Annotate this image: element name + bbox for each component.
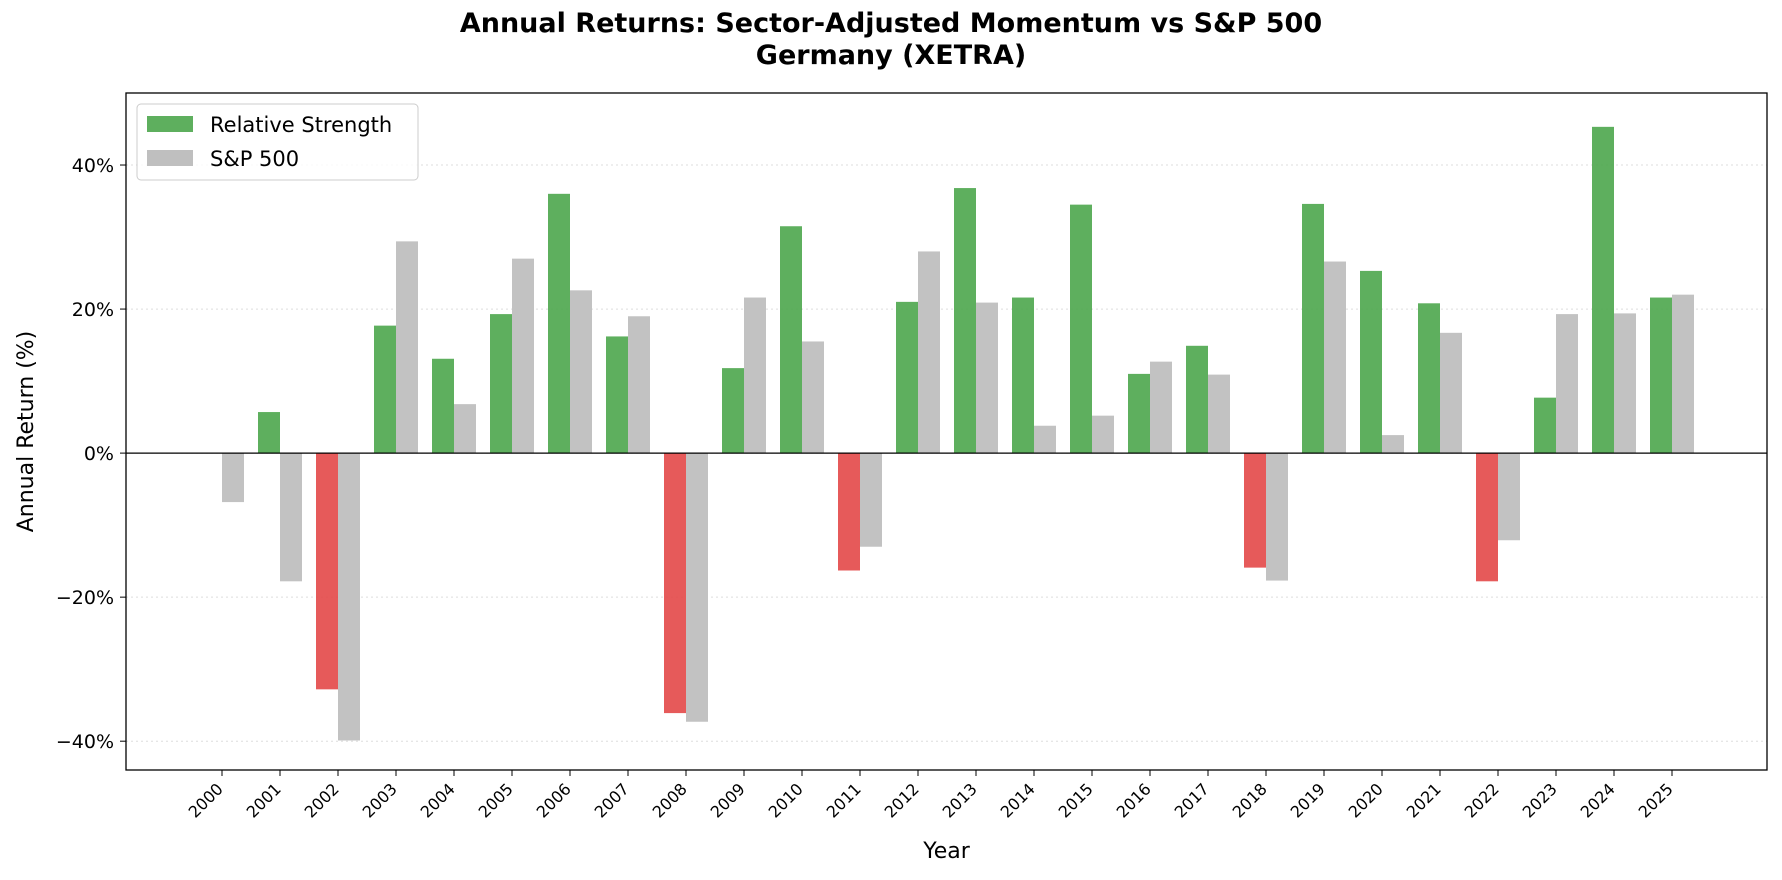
bar-relative-strength [1418,303,1440,454]
x-tick-label: 2018 [1229,779,1271,821]
bar-relative-strength [432,358,454,454]
x-tick-label: 2012 [881,779,923,821]
bar-sp500 [1498,453,1520,541]
bar-sp500 [1672,294,1694,454]
bar-sp500 [280,453,302,582]
x-tick-label: 2017 [1171,779,1213,821]
x-tick-label: 2020 [1345,779,1387,821]
bar-sp500 [1034,425,1056,454]
bar-relative-strength [1360,270,1382,454]
bar-sp500 [918,251,940,454]
bar-sp500 [1440,332,1462,454]
chart-title: Annual Returns: Sector-Adjusted Momentum… [459,8,1323,39]
bar-sp500 [1382,435,1404,454]
y-tick-label: 40% [72,155,114,177]
bar-sp500 [1324,261,1346,454]
y-tick-label: −20% [56,587,114,609]
bar-relative-strength [722,368,744,454]
bar-relative-strength [1302,203,1324,454]
x-tick-label: 2024 [1577,779,1619,821]
legend-swatch-relative-strength [147,116,193,132]
bar-sp500 [1208,374,1230,454]
x-tick-label: 2014 [997,779,1039,821]
x-tick-label: 2016 [1113,779,1155,821]
x-tick-label: 2022 [1461,779,1503,821]
bar-relative-strength [258,412,280,454]
bar-relative-strength [490,314,512,454]
x-tick-label: 2004 [417,779,459,821]
legend-swatch-sp500 [147,150,193,166]
bar-sp500 [338,453,360,741]
bar-sp500 [512,258,534,454]
bar-sp500 [628,316,650,454]
bar-relative-strength [316,453,338,690]
bar-relative-strength [664,453,686,714]
bar-relative-strength [896,301,918,454]
bar-relative-strength [954,188,976,454]
bar-relative-strength [548,193,570,454]
legend-label-sp500: S&P 500 [210,147,299,171]
bar-sp500 [570,290,592,454]
bar-relative-strength [606,336,628,454]
bar-sp500 [1556,314,1578,454]
chart-subtitle: Germany (XETRA) [755,40,1027,71]
bar-sp500 [1092,415,1114,454]
x-tick-label: 2011 [823,779,865,821]
bar-relative-strength [780,226,802,454]
bar-sp500 [454,404,476,454]
x-tick-label: 2009 [707,779,749,821]
x-tick-label: 2005 [475,779,517,821]
bar-sp500 [222,453,244,503]
bar-relative-strength [1592,126,1614,454]
x-tick-label: 2002 [301,779,343,821]
legend-label-relative-strength: Relative Strength [210,113,392,137]
x-tick-label: 2001 [243,779,285,821]
bar-sp500 [744,297,766,454]
bar-sp500 [1150,361,1172,454]
bar-relative-strength [1476,453,1498,582]
bar-sp500 [396,241,418,454]
x-tick-label: 2013 [939,779,981,821]
legend-box [136,103,419,181]
x-axis-label: Year [922,839,971,864]
y-tick-label: 20% [72,299,114,321]
legend: Relative Strength S&P 500 [136,103,419,181]
bar-sp500 [686,453,708,722]
bar-sp500 [1266,453,1288,581]
bar-sp500 [802,341,824,454]
x-tick-label: 2021 [1403,779,1445,821]
bar-relative-strength [1244,453,1266,568]
x-tick-label: 2015 [1055,779,1097,821]
bar-relative-strength [1650,297,1672,454]
y-tick-label: −40% [56,731,114,753]
x-tick-label: 2008 [649,779,691,821]
x-tick-label: 2010 [765,779,807,821]
x-tick-label: 2007 [591,779,633,821]
bar-relative-strength [1128,373,1150,454]
x-tick-label: 2003 [359,779,401,821]
bar-relative-strength [374,325,396,454]
bar-relative-strength [1012,297,1034,454]
x-tick-label: 2023 [1519,779,1561,821]
plot-frame [125,92,1768,771]
y-axis-label: Annual Return (%) [14,331,39,533]
bar-relative-strength [838,453,860,571]
bar-sp500 [1614,313,1636,454]
x-tick-label: 2025 [1635,779,1677,821]
x-tick-label: 2000 [185,779,227,821]
bar-relative-strength [1070,204,1092,454]
bar-sp500 [860,453,882,547]
x-tick-label: 2019 [1287,779,1329,821]
x-tick-label: 2006 [533,779,575,821]
bar-relative-strength [1534,397,1556,454]
y-tick-label: 0% [84,443,114,465]
bar-relative-strength [1186,345,1208,454]
bar-sp500 [976,302,998,454]
